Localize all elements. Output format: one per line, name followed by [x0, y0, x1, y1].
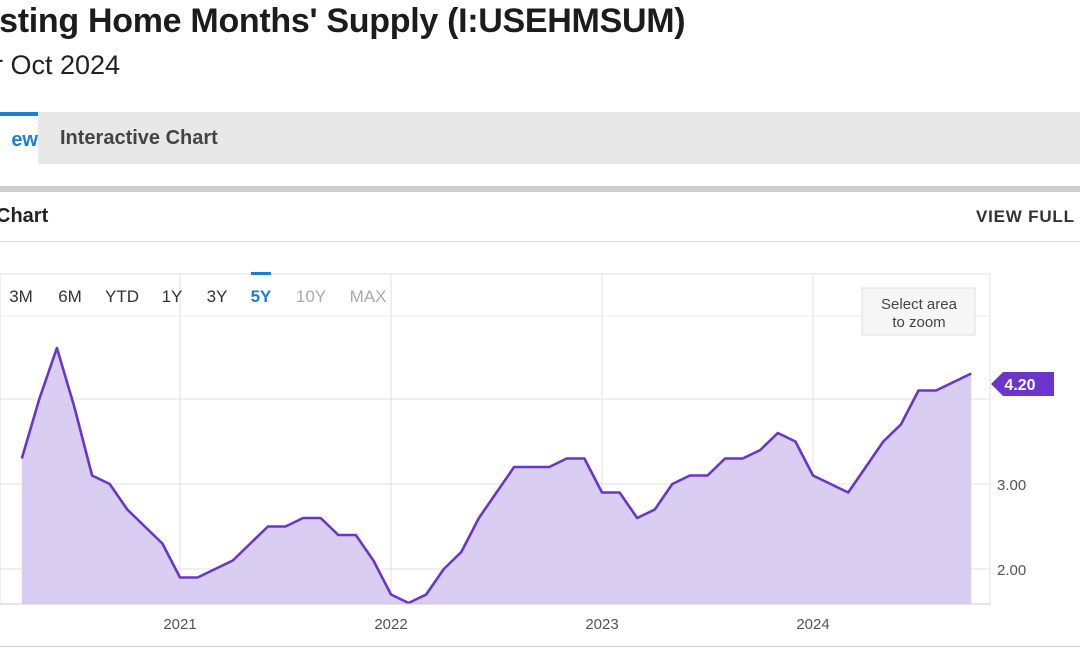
last-value-label: 4.20	[1004, 377, 1035, 394]
range-button-max: MAX	[350, 287, 387, 306]
range-selector: 3M 6M YTD 1Y 3Y 5Y 10Y MAX	[9, 272, 386, 306]
view-full-chart-link[interactable]: VIEW FULL C	[976, 207, 1080, 226]
zoom-hint-text: to zoom	[892, 314, 945, 331]
range-button-ytd[interactable]: YTD	[105, 287, 139, 306]
range-button-1y[interactable]: 1Y	[162, 287, 183, 306]
tab-overview[interactable]: ew	[0, 112, 38, 164]
page-subtitle: r Oct 2024	[0, 50, 121, 80]
section-separator	[0, 186, 1080, 192]
range-button-10y: 10Y	[296, 287, 326, 306]
bottom-rule	[0, 646, 1080, 647]
x-axis-ticks: 2021 2022 2023 2024	[163, 616, 829, 633]
x-tick-label: 2024	[796, 616, 829, 633]
range-active-indicator	[251, 272, 271, 275]
section-divider	[0, 241, 1080, 242]
last-value-badge-shape	[991, 372, 1054, 396]
zoom-hint-text: Select area	[881, 296, 958, 313]
y-axis-ticks: 2.00 3.00	[997, 477, 1026, 579]
y-tick-label: 2.00	[997, 562, 1026, 579]
page-title: isting Home Months' Supply (I:USEHMSUM)	[0, 2, 686, 40]
x-tick-label: 2021	[163, 616, 196, 633]
y-tick-label: 3.00	[997, 477, 1026, 494]
x-tick-label: 2023	[585, 616, 618, 633]
tab-interactive-chart[interactable]: Interactive Chart	[60, 127, 218, 149]
range-button-3y[interactable]: 3Y	[207, 287, 228, 306]
series-line	[20, 346, 972, 605]
range-button-5y[interactable]: 5Y	[251, 287, 272, 306]
x-tick-label: 2022	[374, 616, 407, 633]
last-value-badge: 4.20	[991, 372, 1054, 396]
section-title: Chart	[0, 205, 49, 227]
tab-bar: ew Interactive Chart	[0, 112, 1080, 164]
range-button-6m[interactable]: 6M	[58, 287, 82, 306]
series-area-fill	[21, 348, 972, 604]
zoom-hint-background	[861, 287, 976, 336]
range-button-3m[interactable]: 3M	[9, 287, 33, 306]
